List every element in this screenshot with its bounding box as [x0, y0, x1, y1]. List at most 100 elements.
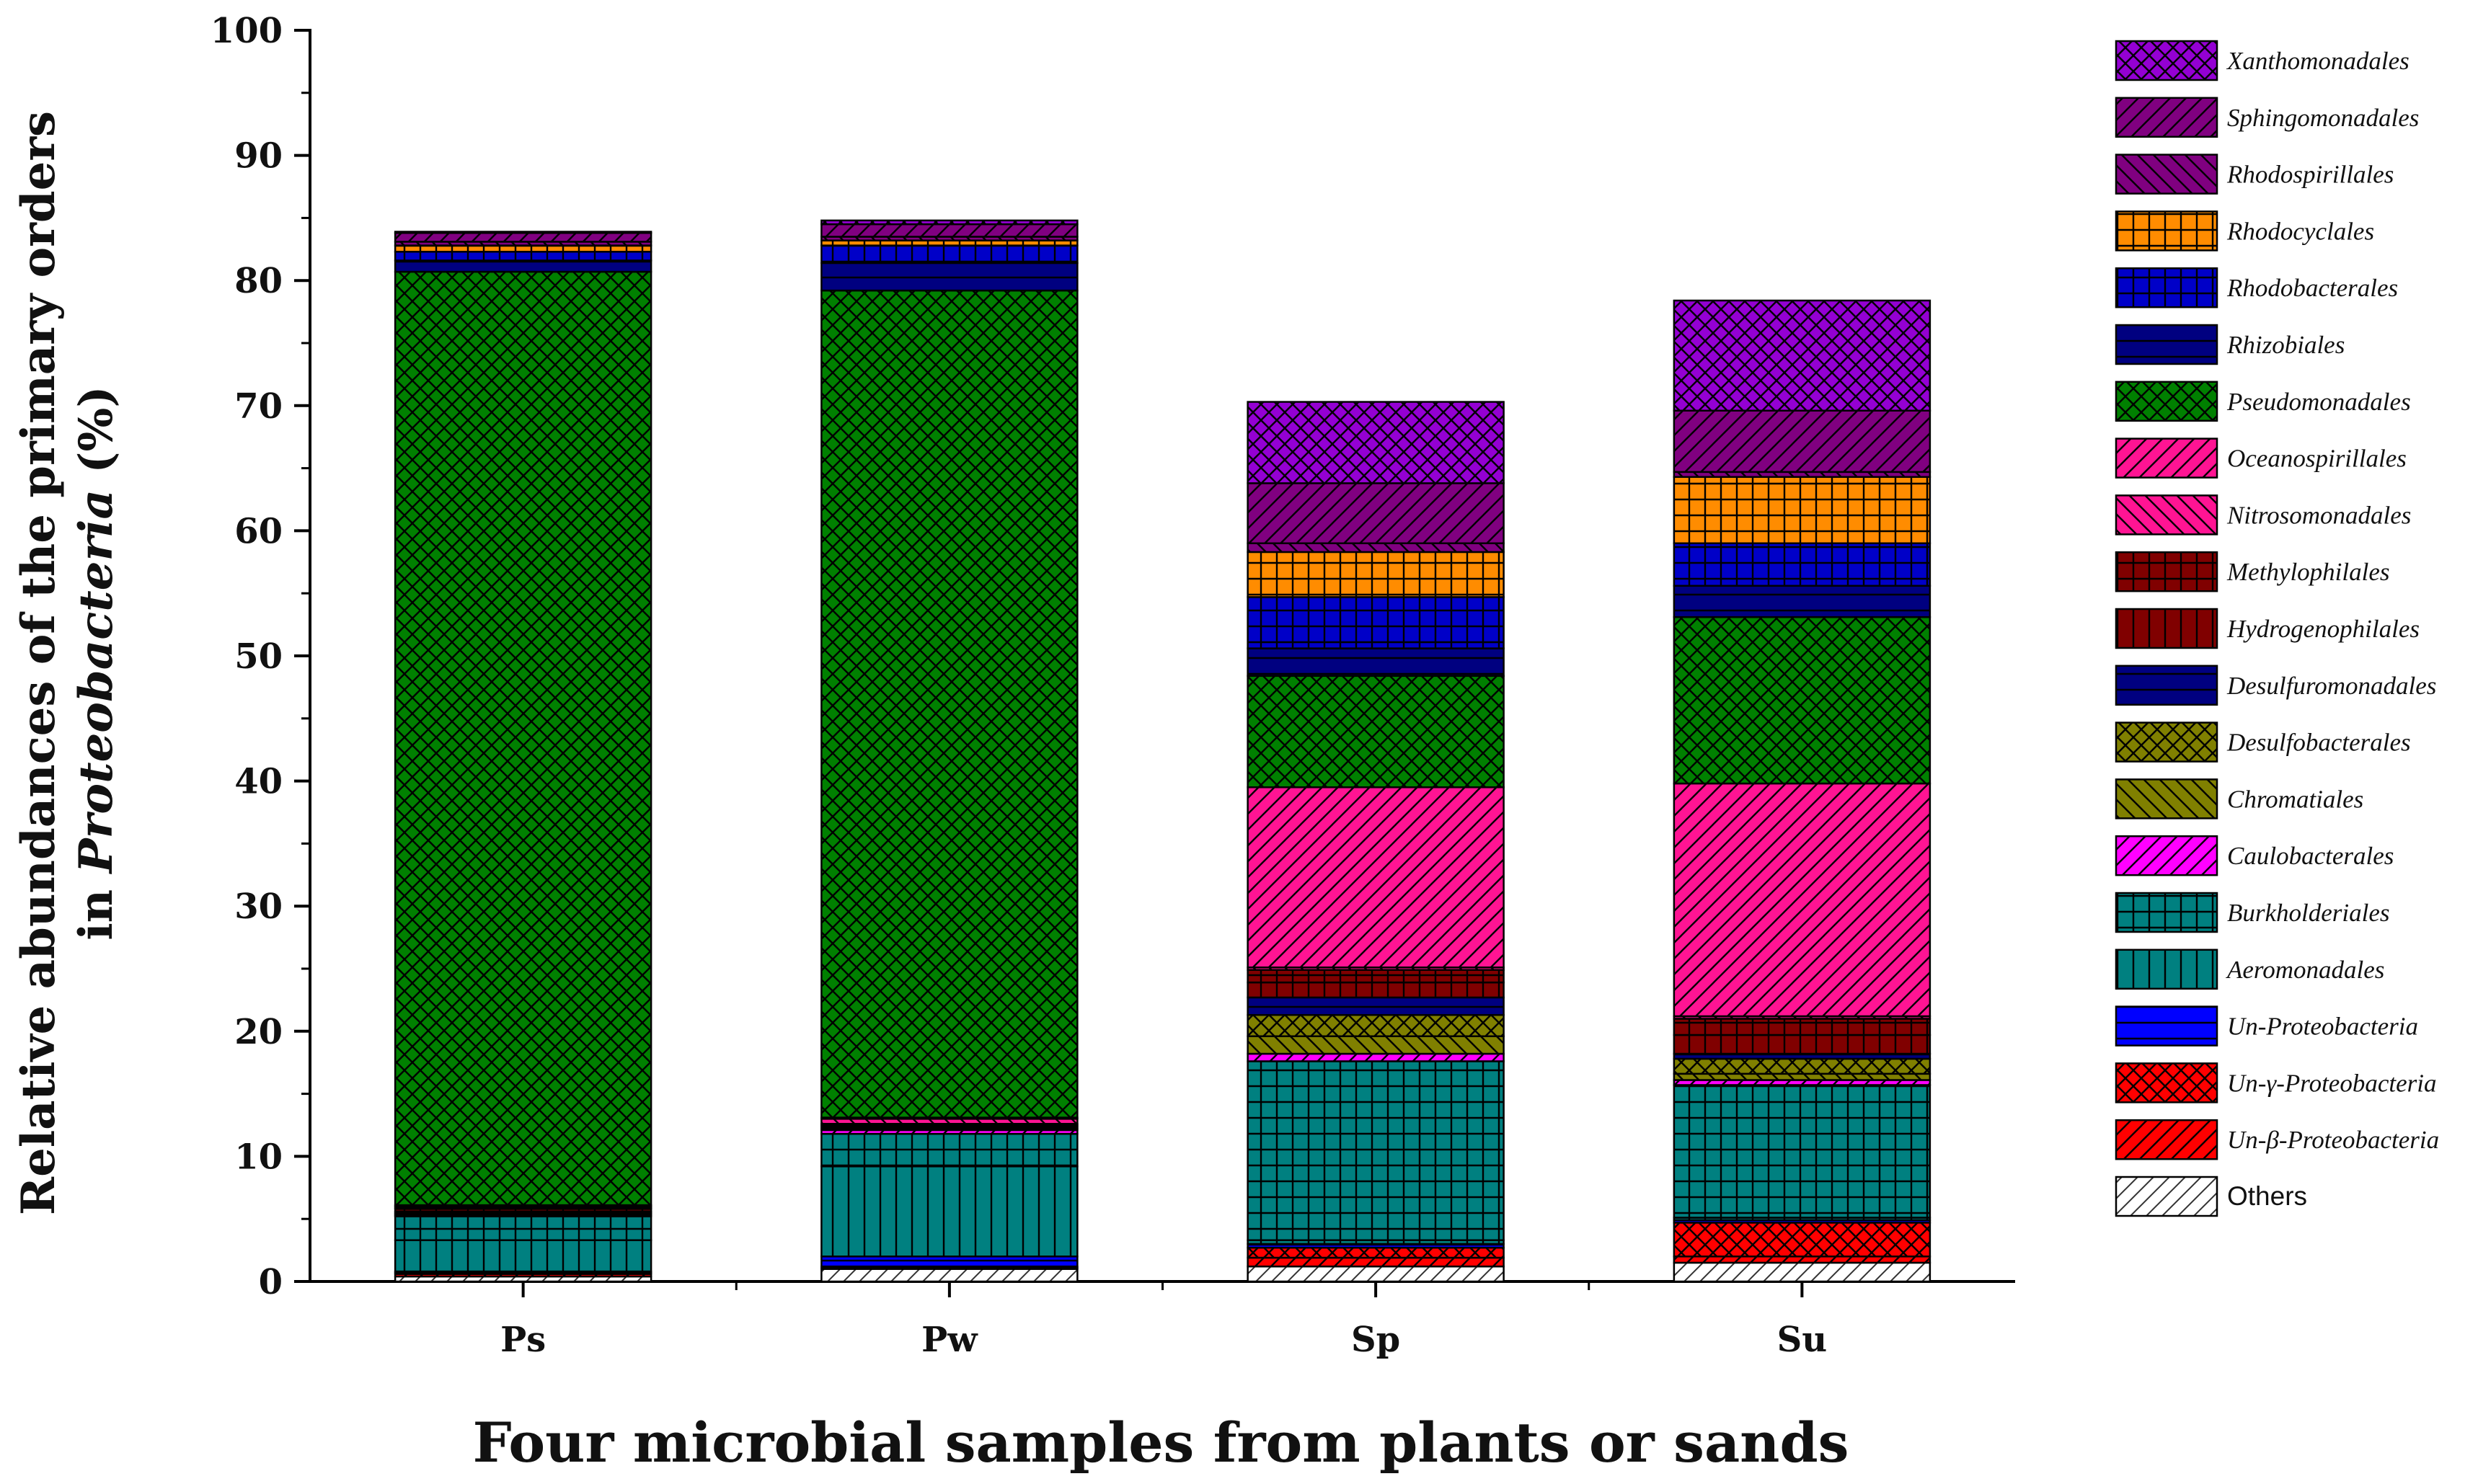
bar-segment-Sp-xanthomonadales [1247, 401, 1505, 484]
bar-segment-Su-pseudomonadales [1673, 616, 1931, 785]
legend-swatch [2115, 892, 2218, 933]
bar-segment-Sp-caulobacterales [1247, 1052, 1505, 1062]
y-tick-label: 80 [234, 261, 283, 301]
legend-swatch [2115, 267, 2218, 308]
legend-swatch [2115, 1176, 2218, 1217]
legend-label: Desulfuromonadales [2226, 672, 2436, 700]
legend-swatch [2115, 1062, 2218, 1103]
bar-segment-Pw-rhizobiales [820, 262, 1079, 292]
legend-label: Others [2227, 1181, 2307, 1211]
y-tick-label: 20 [234, 1012, 283, 1052]
bar-segment-Su-hydrogenophilales [1673, 1034, 1931, 1055]
bar-segment-Pw-un-proteobacteria [820, 1256, 1079, 1268]
legend-label: Caulobacterales [2227, 842, 2394, 870]
bar-segment-Ps-pseudomonadales [394, 270, 652, 1207]
bar-segment-Sp-desulfuromonadales [1247, 996, 1505, 1016]
legend-swatch [2115, 381, 2218, 422]
bar-segment-Sp-rhodocyclales [1247, 551, 1505, 598]
bar-segment-Su-oceanospirillales [1673, 782, 1931, 1018]
bar-segment-Pw-others [820, 1268, 1079, 1283]
bar-segment-Su-un-proteobacteria [1673, 1222, 1931, 1258]
bar-segment-Pw-sphingomonadales [820, 223, 1079, 238]
bar-segment-Ps-xanthomonadales [394, 231, 652, 234]
bar-segment-Pw-burkholderiales [820, 1132, 1079, 1168]
legend-label: Un-β-Proteobacteria [2227, 1126, 2439, 1154]
bar-segment-Su-xanthomonadales [1673, 299, 1931, 412]
legend-label: Un-Proteobacteria [2227, 1013, 2418, 1041]
legend-swatch [2115, 1005, 2218, 1047]
bar-segment-Su-rhizobiales [1673, 585, 1931, 618]
bar-segment-Sp-sphingomonadales [1247, 482, 1505, 545]
bar-segment-Sp-pseudomonadales [1247, 675, 1505, 788]
legend-label: Sphingomonadales [2227, 104, 2419, 132]
bar-segment-Sp-rhodobacterales [1247, 596, 1505, 649]
legend-swatch [2115, 665, 2218, 706]
legend-swatch [2115, 551, 2218, 592]
bar-segment-Su-others [1673, 1261, 1931, 1283]
legend-swatch [2115, 437, 2218, 479]
legend-swatch [2115, 1119, 2218, 1160]
legend-label: Rhodocyclales [2226, 217, 2374, 245]
legend-label: Burkholderiales [2227, 899, 2390, 927]
legend-label: Hydrogenophilales [2226, 615, 2420, 643]
legend-label: Rhodobacterales [2226, 274, 2398, 302]
bar-segment-Sp-rhizobiales [1247, 647, 1505, 677]
bar-segment-Sp-oceanospirillales [1247, 786, 1505, 969]
legend-swatch [2115, 835, 2218, 876]
bar-segment-Sp-chromatiales [1247, 1035, 1505, 1055]
bar-segment-Su-methylophilales [1673, 1018, 1931, 1036]
y-tick-label: 10 [234, 1137, 283, 1177]
legend-swatch [2115, 210, 2218, 252]
bar-segment-Pw-xanthomonadales [820, 219, 1079, 226]
y-axis-title-prefix: in [69, 874, 123, 941]
y-tick-label: 30 [234, 887, 283, 927]
bar-segment-Su-rhodocyclales [1673, 476, 1931, 545]
legend-label: Xanthomonadales [2226, 47, 2410, 75]
bars-group [394, 219, 1931, 1283]
y-axis-title-line2: in Proteobacteria (%) [69, 386, 123, 940]
bar-segment-Su-rhodobacterales [1673, 542, 1931, 587]
legend-label: Aeromonadales [2226, 956, 2384, 984]
legend-swatch [2115, 40, 2218, 81]
bar-segment-Sp-others [1247, 1265, 1505, 1283]
legend-swatch [2115, 494, 2218, 536]
x-axis-title: Four microbial samples from plants or sa… [473, 1410, 1849, 1475]
bar-segment-Ps-rhizobiales [394, 259, 652, 273]
legend-swatch [2115, 324, 2218, 365]
legend-swatch [2115, 608, 2218, 649]
y-axis-title-line1: Relative abundances of the primary order… [12, 111, 66, 1215]
bar-segment-Pw-pseudomonadales [820, 289, 1079, 1119]
bar-segment-Su-sphingomonadales [1673, 409, 1931, 474]
legend: Xanthomonadales Sphingomonadales Rhodospir… [2115, 40, 2439, 1217]
y-axis-title-suffix: (%) [69, 386, 123, 489]
x-tick-label: Pw [921, 1320, 978, 1360]
legend-label: Oceanospirillales [2227, 445, 2407, 473]
y-tick-label: 60 [234, 511, 283, 551]
x-tick-label: Sp [1351, 1320, 1400, 1360]
legend-label: Chromatiales [2227, 785, 2363, 813]
bar-segment-Pw-aeromonadales [820, 1165, 1079, 1258]
bar-segment-Pw-rhodobacterales [820, 244, 1079, 265]
legend-label: Desulfobacterales [2226, 729, 2411, 757]
bar-segment-Sp-burkholderiales [1247, 1060, 1505, 1241]
bar-segment-Ps-rhodocyclales [394, 244, 652, 253]
bar-segment-Su-chromatiales [1673, 1072, 1931, 1081]
legend-label: Nitrosomonadales [2226, 501, 2411, 529]
bar-segment-Su-un-proteobacteria [1673, 1256, 1931, 1264]
y-tick-label: 90 [234, 136, 283, 177]
bar-segment-Su-desulfobacterales [1673, 1057, 1931, 1075]
x-tick-label: Su [1777, 1320, 1828, 1360]
legend-swatch [2115, 778, 2218, 819]
bar-segment-Ps-sphingomonadales [394, 231, 652, 243]
y-tick-label: 0 [259, 1262, 283, 1302]
bar-segment-Sp-un-proteobacteria [1247, 1246, 1505, 1259]
y-axis-title-italic: Proteobacteria [69, 489, 123, 874]
legend-label: Un-γ-Proteobacteria [2227, 1069, 2436, 1097]
legend-swatch [2115, 97, 2218, 138]
legend-label: Pseudomonadales [2226, 388, 2411, 416]
y-tick-label: 40 [234, 762, 283, 802]
bar-segment-Sp-desulfobacterales [1247, 1013, 1505, 1037]
x-tick-label: Ps [500, 1320, 546, 1360]
bar-segment-Sp-rhodospirillales [1247, 542, 1505, 554]
